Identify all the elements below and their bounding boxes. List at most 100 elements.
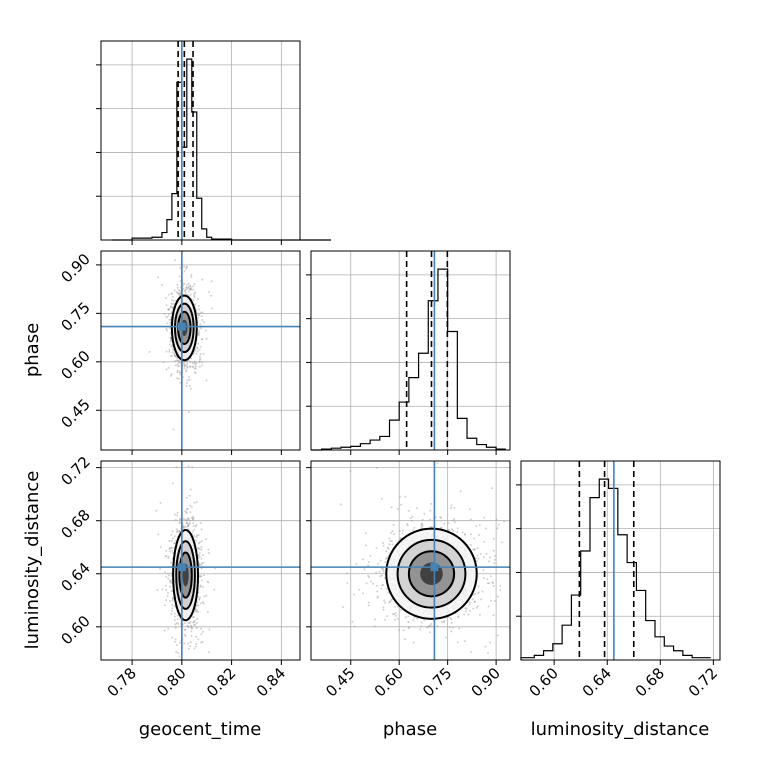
- p2d-10-sample-point: [198, 358, 201, 361]
- p2d-21-sample-point: [534, 605, 536, 607]
- p2d-10-sample-point: [174, 359, 177, 362]
- p2d-10-sample-point: [193, 292, 196, 295]
- p2d-20-sample-point: [185, 522, 188, 525]
- p2d-21-sample-point: [391, 543, 394, 546]
- p2d-20-sample-point: [169, 585, 172, 588]
- p2d-21-sample-point: [380, 497, 383, 500]
- p2d-20-sample-point: [200, 627, 203, 630]
- p2d-10-sample-point: [196, 350, 199, 353]
- p2d-21-sample-point: [411, 515, 414, 518]
- p2d-21-sample-point: [391, 598, 393, 601]
- p2d-10-sample-point: [189, 285, 192, 288]
- p2d-21-sample-point: [471, 598, 474, 601]
- p2d-21-sample-point: [409, 517, 412, 520]
- p2d-21-sample-point: [381, 584, 384, 587]
- p2d-20-sample-point: [183, 633, 186, 636]
- p2d-20-sample-point: [175, 531, 178, 533]
- p2d-20-sample-point: [192, 518, 194, 521]
- p2d-10-sample-point: [179, 381, 182, 384]
- p2d-21-sample-point: [420, 524, 423, 527]
- p2d-20-sample-point: [197, 638, 200, 641]
- p2d-20-sample-point: [197, 547, 200, 550]
- p2d-10-sample-point: [194, 291, 197, 294]
- p2d-21-sample-point: [420, 522, 423, 525]
- p2d-20-sample-point: [165, 599, 168, 602]
- p2d-20-sample-point: [175, 650, 178, 653]
- p2d-20-sample-point: [195, 539, 198, 542]
- p2d-10-sample-point: [173, 352, 176, 355]
- p2d-21-sample-point: [387, 547, 390, 550]
- p2d-21-sample-point: [474, 592, 476, 595]
- p2d-10-sample-point: [201, 311, 204, 314]
- p2d-20-sample-point: [185, 519, 188, 522]
- p2d-20-sample-point: [170, 546, 173, 549]
- p2d-21-sample-point: [487, 582, 489, 585]
- p2d-10-sample-point: [169, 337, 172, 340]
- p2d-21-sample-point: [478, 534, 480, 537]
- p2d-10-sample-point: [178, 359, 181, 362]
- p2d-21-sample-point: [423, 619, 426, 621]
- p2d-21-sample-point: [401, 532, 404, 535]
- p2d-20-sample-point: [171, 482, 174, 485]
- p2d-10-sample-point: [185, 286, 188, 289]
- p2d-20-sample-point: [174, 518, 177, 521]
- p2d-10-yticklabel-2: 0.75: [57, 298, 93, 334]
- p2d-10-sample-point: [190, 387, 192, 390]
- p2d-10-sample-point: [203, 321, 206, 324]
- p2d-21-sample-point: [367, 574, 370, 577]
- p2d-21-sample-point: [476, 554, 479, 557]
- p2d-10-sample-point: [200, 338, 203, 341]
- p2d-21-sample-point: [374, 618, 377, 621]
- p2d-10-sample-point: [194, 303, 197, 306]
- p2d-21-sample-point: [388, 601, 391, 604]
- p2d-10-sample-point: [177, 292, 180, 295]
- p2d-10-sample-point: [176, 356, 179, 359]
- p2d-10-sample-point: [176, 377, 178, 380]
- p2d-10-sample-point: [205, 379, 208, 382]
- p2d-10-sample-point: [190, 275, 193, 278]
- p2d-21-sample-point: [476, 547, 479, 550]
- p2d-10-sample-point: [190, 273, 193, 276]
- p2d-21-sample-point: [450, 507, 452, 509]
- p2d-10-sample-point: [193, 367, 196, 370]
- p2d-20-sample-point: [197, 556, 200, 559]
- p2d-20-sample-point: [183, 622, 186, 625]
- p2d-10-sample-point: [195, 308, 198, 311]
- p2d-20-sample-point: [199, 521, 202, 524]
- p2d-10-sample-point: [201, 278, 204, 281]
- p2d-10-sample-point: [179, 280, 182, 283]
- p2d-20-sample-point: [198, 598, 201, 601]
- p2d-21-sample-point: [421, 518, 424, 521]
- p2d-20-sample-point: [171, 607, 174, 610]
- p2d-21-sample-point: [481, 590, 484, 593]
- p2d-21-sample-point: [427, 625, 430, 628]
- p2d-10-sample-point: [194, 363, 197, 366]
- p2d-20-sample-point: [169, 579, 172, 582]
- p2d-20-sample-point: [163, 629, 166, 632]
- p2d-21-sample-point: [367, 564, 370, 567]
- p2d-20-sample-point: [175, 622, 178, 625]
- p2d-10-sample-point: [201, 338, 203, 341]
- p2d-20-sample-point: [187, 524, 190, 527]
- p2d-10-sample-point: [198, 308, 201, 311]
- p2d-21-sample-point: [434, 516, 437, 519]
- p2d-10-sample-point: [194, 371, 197, 374]
- p2d-20-sample-point: [195, 643, 198, 645]
- p2d-10-sample-point: [187, 287, 189, 290]
- p2d-21-sample-point: [493, 558, 496, 561]
- p2d-20-sample-point: [173, 619, 176, 622]
- corner-panels: 0.450.600.750.900.78 0.80 0.82 0.840.600.64…: [57, 40, 721, 700]
- p2d-20-sample-point: [184, 628, 187, 631]
- p2d-20-sample-point: [178, 530, 181, 532]
- p2d-10-sample-point: [176, 371, 179, 374]
- p2d-21-sample-point: [430, 625, 433, 628]
- p2d-20-sample-point: [194, 623, 197, 626]
- p2d-10-sample-point: [185, 370, 188, 373]
- p2d-10-sample-point: [165, 304, 168, 307]
- p2d-20-sample-point: [200, 557, 203, 560]
- p2d-20-sample-point: [173, 542, 176, 545]
- p2d-20-sample-point: [189, 488, 192, 491]
- p2d-10-sample-point: [174, 364, 177, 367]
- p2d-21-sample-point: [499, 584, 502, 587]
- p2d-20-sample-point: [173, 535, 176, 538]
